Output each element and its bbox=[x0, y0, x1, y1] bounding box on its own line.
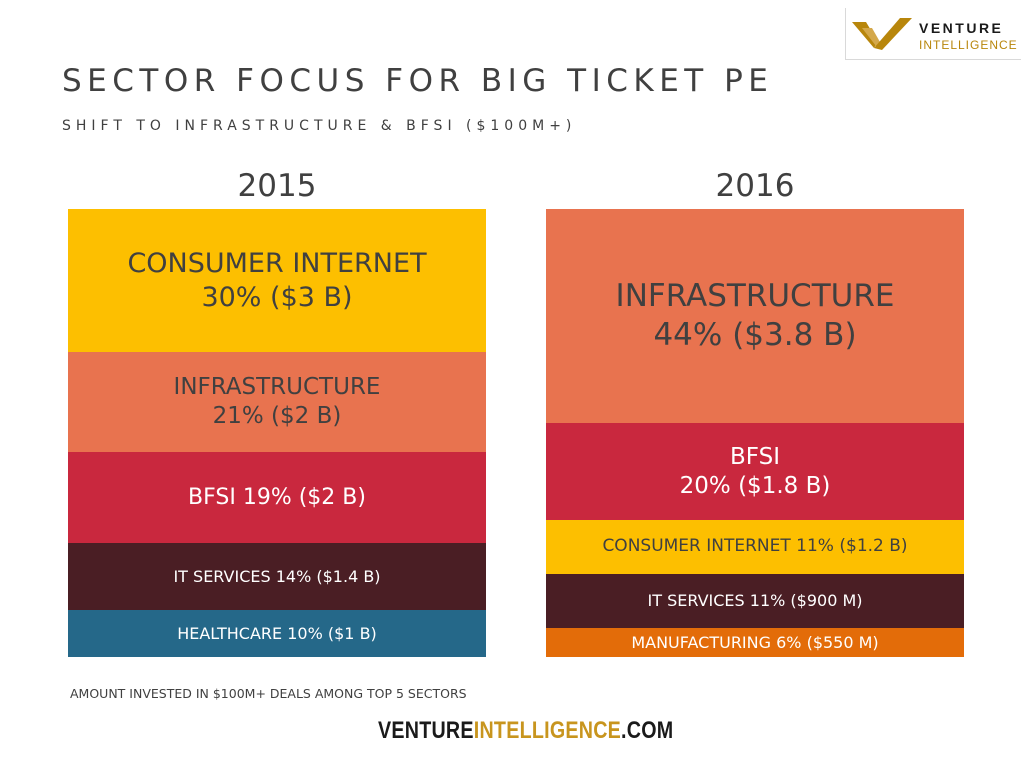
stacked-column-2015: CONSUMER INTERNET 30% ($3 B) INFRASTRUCTU… bbox=[68, 209, 486, 657]
segment-label: CONSUMER INTERNET 30% ($3 B) bbox=[127, 247, 427, 313]
brand-part-com: .COM bbox=[621, 717, 674, 744]
segment-2015-consumer-internet: CONSUMER INTERNET 30% ($3 B) bbox=[68, 209, 486, 352]
segment-label: INFRASTRUCTURE 21% ($2 B) bbox=[173, 374, 381, 429]
year-label-2015: 2015 bbox=[237, 168, 317, 204]
segment-2015-healthcare: HEALTHCARE 10% ($1 B) bbox=[68, 610, 486, 657]
year-label-2016: 2016 bbox=[715, 168, 795, 204]
segment-2016-bfsi: BFSI 20% ($1.8 B) bbox=[546, 423, 964, 520]
segment-2016-infrastructure: INFRASTRUCTURE 44% ($3.8 B) bbox=[546, 209, 964, 423]
segment-label: MANUFACTURING 6% ($550 M) bbox=[631, 632, 879, 652]
segment-2016-consumer-internet: CONSUMER INTERNET 11% ($1.2 B) bbox=[546, 520, 964, 574]
logo-word-venture: VENTURE bbox=[919, 20, 1004, 36]
stacked-column-2016: INFRASTRUCTURE 44% ($3.8 B) BFSI 20% ($1.… bbox=[546, 209, 964, 657]
segment-label: INFRASTRUCTURE 44% ($3.8 B) bbox=[615, 278, 895, 353]
brand-wordmark: VENTUREINTELLIGENCE.COM bbox=[378, 717, 673, 745]
segment-label: CONSUMER INTERNET 11% ($1.2 B) bbox=[602, 536, 908, 557]
slide-subtitle: SHIFT TO INFRASTRUCTURE & BFSI ($100M+) bbox=[62, 118, 577, 134]
chart-footnote: AMOUNT INVESTED IN $100M+ DEALS AMONG TO… bbox=[70, 686, 467, 701]
segment-2015-it-services: IT SERVICES 14% ($1.4 B) bbox=[68, 543, 486, 610]
segment-label: BFSI 20% ($1.8 B) bbox=[679, 443, 831, 499]
venture-intelligence-logo: VENTURE INTELLIGENCE bbox=[845, 8, 1021, 60]
segment-label: HEALTHCARE 10% ($1 B) bbox=[177, 623, 377, 643]
segment-label: IT SERVICES 14% ($1.4 B) bbox=[173, 566, 381, 586]
segment-label: BFSI 19% ($2 B) bbox=[188, 484, 366, 510]
brand-part-intelligence: INTELLIGENCE bbox=[473, 717, 622, 744]
slide-title: SECTOR FOCUS FOR BIG TICKET PE bbox=[62, 63, 774, 99]
segment-2016-it-services: IT SERVICES 11% ($900 M) bbox=[546, 574, 964, 628]
segment-2016-manufacturing: MANUFACTURING 6% ($550 M) bbox=[546, 628, 964, 657]
segment-label: IT SERVICES 11% ($900 M) bbox=[647, 591, 863, 610]
logo-word-intelligence: INTELLIGENCE bbox=[919, 38, 1018, 52]
segment-2015-infrastructure: INFRASTRUCTURE 21% ($2 B) bbox=[68, 352, 486, 452]
segment-2015-bfsi: BFSI 19% ($2 B) bbox=[68, 452, 486, 543]
v-chevron-icon bbox=[852, 18, 912, 50]
brand-part-venture: VENTURE bbox=[378, 717, 474, 744]
